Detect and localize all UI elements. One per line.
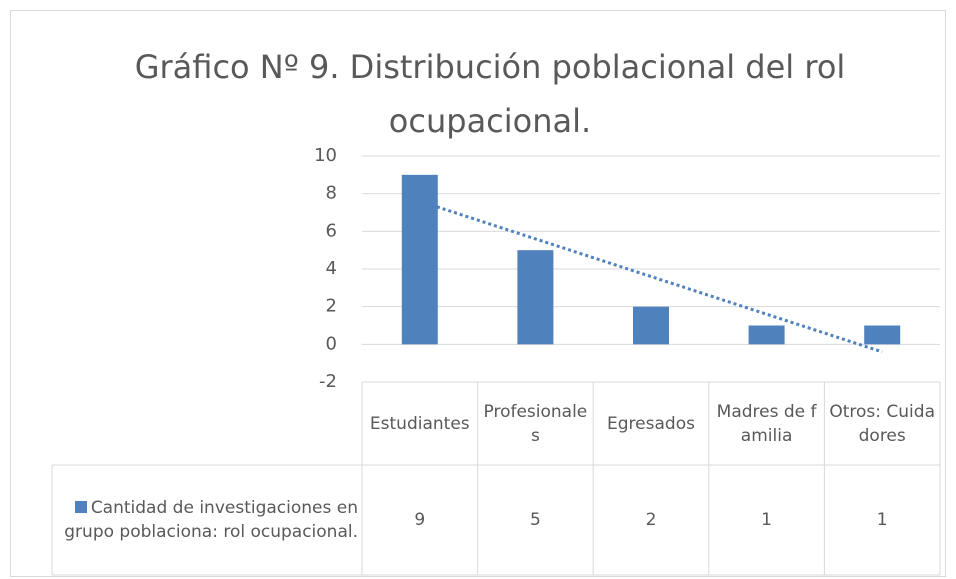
y-tick-label: 8 [326, 183, 337, 204]
bar [401, 174, 438, 345]
category-label: Estudiantes [369, 413, 470, 434]
y-tick-label: 4 [326, 258, 337, 279]
y-tick-label: 6 [326, 220, 337, 241]
table-value: 2 [645, 510, 657, 530]
chart-border [10, 10, 946, 577]
legend: Cantidad de investigaciones en grupo pob… [56, 466, 358, 574]
y-tick-label: -2 [319, 371, 337, 392]
category-label: Profesionales [483, 401, 588, 446]
bar [748, 325, 785, 345]
bar [517, 250, 554, 345]
category-label: Otros: Cuidadores [829, 401, 935, 446]
category-label: Madres de familia [716, 401, 817, 446]
bar [864, 325, 901, 345]
table-value: 1 [876, 510, 888, 530]
y-tick-label: 2 [326, 296, 337, 317]
y-tick-label: 10 [314, 145, 337, 166]
legend-swatch [74, 501, 87, 513]
bar [633, 306, 669, 345]
legend-label: Cantidad de investigaciones en grupo pob… [64, 498, 358, 542]
chart-title: Gráfico Nº 9. Distribución poblacional d… [134, 48, 846, 140]
table-value: 1 [761, 510, 772, 530]
y-tick-label: 0 [326, 333, 337, 354]
legend-entry: Cantidad de investigaciones en grupo pob… [56, 496, 358, 544]
table-value: 5 [529, 510, 541, 530]
category-label: Egresados [607, 413, 695, 434]
table-value: 9 [414, 510, 426, 530]
